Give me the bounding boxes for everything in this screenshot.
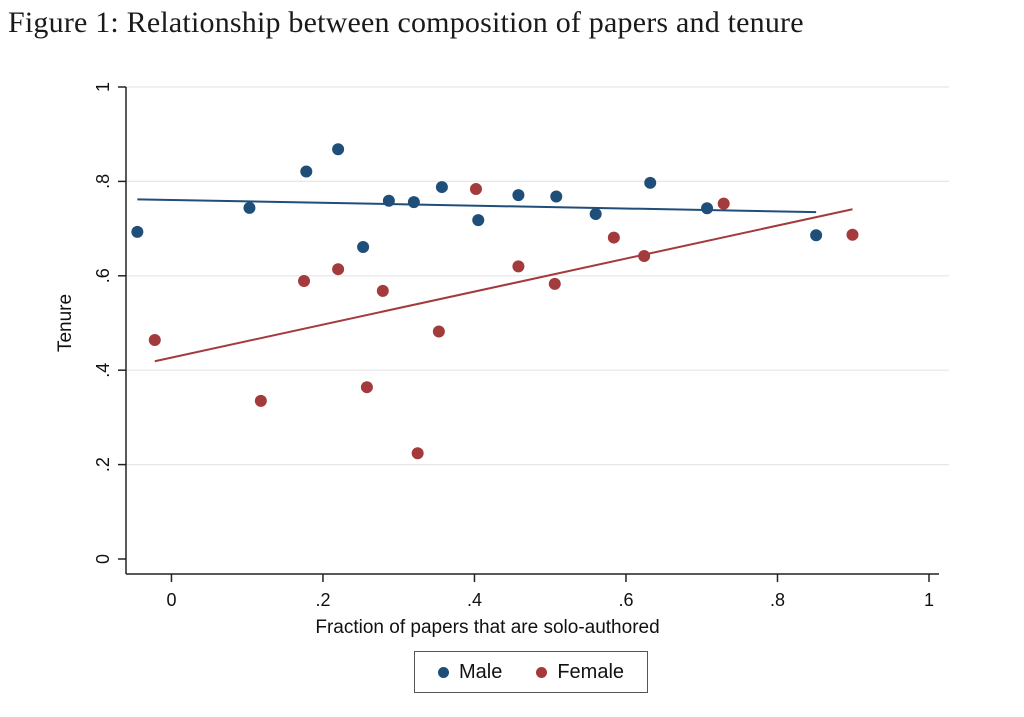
point-female-7: [432, 325, 445, 338]
y-tick-label-2: .4: [93, 363, 113, 378]
scatter-chart: 0 .2 .4 .6 .8 1 0 .2 .4 .6 .8 1 Fraction of papers …: [55, 82, 949, 638]
point-male-4: [357, 241, 370, 254]
point-male-8: [472, 214, 485, 227]
fit-line-female: [154, 208, 853, 363]
point-female-5: [376, 284, 389, 297]
y-tick-label-3: .6: [93, 268, 113, 283]
point-female-12: [638, 249, 651, 262]
y-tick-label-0: 0: [93, 554, 113, 564]
legend-item-male: Male: [437, 660, 503, 684]
point-female-10: [548, 277, 561, 290]
x-tick-label-2: .4: [467, 590, 482, 610]
point-male-5: [382, 194, 395, 207]
legend-marker-female: [536, 666, 548, 678]
legend: Male Female: [414, 651, 648, 693]
point-female-2: [298, 274, 311, 287]
figure-title: Figure 1: Relationship between compositi…: [8, 6, 804, 39]
point-male-12: [644, 176, 657, 189]
y-tick-label-4: .8: [93, 174, 113, 189]
y-tick-label-5: 1: [93, 82, 113, 92]
legend-label-female: Female: [557, 660, 625, 683]
chart-panel: 0 .2 .4 .6 .8 1 0 .2 .4 .6 .8 1 Fraction of papers …: [36, 52, 966, 712]
point-male-1: [243, 201, 256, 214]
x-tick-label-1: .2: [315, 590, 330, 610]
point-female-9: [512, 260, 525, 273]
point-male-13: [701, 202, 714, 215]
axes: 0 .2 .4 .6 .8 1 0 .2 .4 .6 .8 1: [93, 82, 939, 610]
point-male-3: [332, 143, 345, 156]
x-tick-label-0: 0: [166, 590, 176, 610]
point-female-1: [254, 394, 267, 407]
point-male-6: [407, 196, 420, 209]
point-female-0: [148, 333, 161, 346]
data-points: [131, 143, 859, 460]
point-male-9: [512, 189, 525, 202]
legend-marker-male: [437, 666, 449, 678]
point-male-11: [589, 207, 602, 220]
fit-line-male: [137, 198, 817, 214]
point-female-13: [717, 197, 730, 210]
x-tick-label-5: 1: [924, 590, 934, 610]
point-male-2: [300, 165, 313, 178]
point-male-0: [131, 225, 144, 238]
legend-label-male: Male: [458, 660, 503, 683]
point-female-11: [607, 231, 620, 244]
point-female-14: [846, 228, 859, 241]
point-female-8: [469, 182, 482, 195]
x-tick-label-3: .6: [618, 590, 633, 610]
point-female-3: [332, 263, 345, 276]
y-tick-label-1: .2: [93, 457, 113, 472]
legend-item-female: Female: [536, 661, 624, 684]
point-female-6: [411, 447, 424, 460]
x-tick-label-4: .8: [770, 590, 785, 610]
x-axis-title: Fraction of papers that are solo-authore…: [315, 617, 659, 638]
point-male-14: [810, 229, 823, 242]
fit-lines: [137, 198, 853, 363]
grid-lines: [126, 86, 949, 466]
point-male-10: [550, 190, 563, 203]
point-male-7: [435, 181, 448, 194]
y-axis-title: Tenure: [55, 294, 76, 352]
point-female-4: [360, 381, 373, 394]
